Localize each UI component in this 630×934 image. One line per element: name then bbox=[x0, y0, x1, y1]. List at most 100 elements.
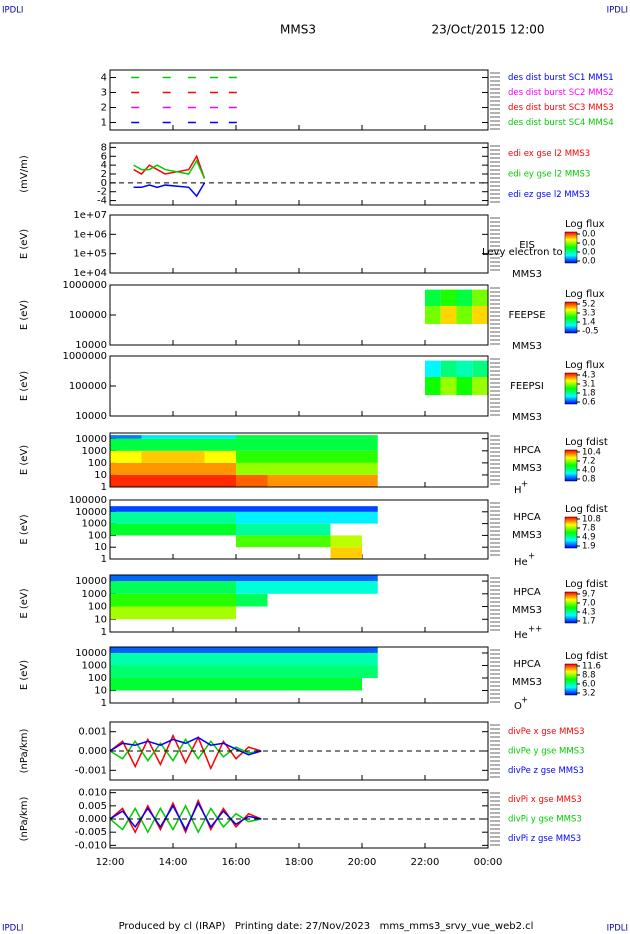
colorbar-title: Log flux bbox=[565, 289, 605, 300]
colorbar-title: Log fdist bbox=[565, 579, 608, 590]
data-line bbox=[133, 182, 206, 198]
data-line bbox=[110, 798, 262, 835]
plot-area bbox=[425, 289, 488, 325]
corner-label: IPDLI bbox=[2, 6, 23, 16]
panel-frame bbox=[109, 499, 489, 560]
plot-area bbox=[110, 506, 378, 559]
spacecraft-label: MMS3 bbox=[512, 530, 542, 541]
spectrogram-cell bbox=[141, 606, 173, 620]
spectrogram-cell bbox=[173, 647, 205, 653]
spectrogram-cell bbox=[330, 506, 362, 512]
colorbar bbox=[564, 516, 578, 549]
instrument-label: EIS bbox=[519, 240, 535, 251]
spacecraft-label: MMS3 bbox=[512, 605, 542, 616]
legend-entry: divPe z gse MMS3 bbox=[508, 766, 584, 776]
y-tick-label: -2 bbox=[97, 187, 107, 198]
y-axis-label: E (eV) bbox=[19, 660, 30, 690]
y-axis-label: (nPa/km) bbox=[19, 729, 30, 774]
burst-dash bbox=[162, 76, 171, 79]
spectrogram-cell bbox=[299, 506, 331, 512]
legend-entry: divPi z gse MMS3 bbox=[508, 834, 581, 844]
spectrogram-cell bbox=[141, 575, 173, 582]
colorbar-tick-label: 0.0 bbox=[582, 239, 596, 249]
colorbar-tick-label: 10.4 bbox=[582, 448, 601, 458]
spacecraft-label: MMS3 bbox=[512, 269, 542, 280]
spectrogram-cell bbox=[173, 665, 205, 678]
y-tick-label: 1000 bbox=[82, 446, 107, 457]
spectrogram-cell bbox=[362, 647, 378, 653]
y-tick-label: 10 bbox=[94, 614, 107, 625]
y-tick-label: 4 bbox=[101, 73, 107, 84]
burst-dash bbox=[228, 91, 237, 94]
y-tick-label: 100 bbox=[88, 458, 107, 469]
y-axis-label: (mV/m) bbox=[19, 155, 30, 193]
spectrogram-cell bbox=[330, 435, 362, 439]
footer: Produced by cl (IRAP) Printing date: 27/… bbox=[119, 921, 534, 932]
burst-dash bbox=[187, 91, 196, 94]
spectrogram-cell bbox=[236, 581, 268, 594]
spectrogram-cell bbox=[141, 593, 173, 607]
spectrogram-cell bbox=[330, 462, 362, 475]
burst-dash bbox=[162, 91, 171, 94]
species-sup: + bbox=[521, 480, 528, 490]
spectrogram-cell bbox=[110, 435, 142, 439]
y-axis-label: E (eV) bbox=[19, 300, 30, 330]
spectrogram-cell bbox=[425, 289, 441, 306]
colorbar bbox=[564, 591, 578, 624]
spectrogram-cell bbox=[362, 450, 378, 463]
colorbar-title: Log flux bbox=[565, 219, 605, 230]
spectrogram-cell bbox=[204, 665, 236, 678]
instrument-label: HPCA bbox=[513, 587, 541, 598]
spectrogram-cell bbox=[173, 575, 205, 582]
spectrogram-cell bbox=[362, 652, 378, 666]
spectrogram-cell bbox=[236, 677, 268, 691]
spectrogram-cell bbox=[236, 535, 268, 548]
spectrogram-cell bbox=[299, 665, 331, 678]
legend-entry: des dist burst SC4 MMS4 bbox=[508, 118, 614, 128]
colorbar-tick-label: 7.8 bbox=[582, 524, 596, 534]
y-tick-label: 1 bbox=[101, 554, 107, 565]
spectrogram-cell bbox=[110, 652, 142, 666]
spectrogram-cell bbox=[267, 462, 299, 475]
spectrogram-cell bbox=[472, 289, 488, 306]
spectrogram-cell bbox=[204, 523, 236, 536]
spectrogram-cell bbox=[110, 450, 142, 463]
panel-frame bbox=[109, 214, 489, 274]
spectrogram-cell bbox=[267, 523, 299, 536]
y-tick-label: 0.000 bbox=[78, 746, 107, 757]
y-tick-label: 1000 bbox=[82, 589, 107, 600]
colorbar-tick-label: 10.8 bbox=[582, 515, 601, 525]
y-tick-label: 1e+07 bbox=[73, 210, 107, 221]
x-tick-label: 14:00 bbox=[159, 857, 188, 868]
spectrogram-cell bbox=[204, 677, 236, 691]
spectrogram-cell bbox=[236, 575, 268, 582]
colorbar-tick-label: 3.2 bbox=[582, 689, 596, 699]
instrument-label: HPCA bbox=[513, 659, 541, 670]
spectrogram-cell bbox=[204, 511, 236, 524]
y-tick-label: 1000 bbox=[82, 660, 107, 671]
colorbar-tick-label: 7.2 bbox=[582, 457, 596, 467]
burst-dash bbox=[162, 121, 171, 124]
y-tick-label: 0.010 bbox=[78, 788, 107, 799]
species-sup: + bbox=[528, 552, 535, 562]
colorbar-tick-label: 0.0 bbox=[582, 230, 596, 240]
spectrogram-cell bbox=[110, 575, 142, 582]
spectrogram-cell bbox=[267, 652, 299, 666]
spectrogram-cell bbox=[204, 435, 236, 439]
spacecraft-label: MMS3 bbox=[512, 341, 542, 352]
spectrogram-cell bbox=[141, 435, 173, 439]
legend-entry: divPi x gse MMS3 bbox=[508, 795, 582, 805]
spectrogram-cell bbox=[173, 462, 205, 475]
y-tick-label: 1000 bbox=[82, 519, 107, 530]
spectrogram-cell bbox=[204, 652, 236, 666]
colorbar-tick-label: 4.9 bbox=[582, 533, 596, 543]
spectrogram-cell bbox=[173, 511, 205, 524]
y-tick-label: 0.005 bbox=[78, 801, 107, 812]
data-line bbox=[110, 737, 262, 763]
spectrogram-cell bbox=[440, 360, 457, 377]
spectrogram-cell bbox=[141, 450, 173, 463]
spectrogram-cell bbox=[267, 474, 299, 487]
y-axis-label: E (eV) bbox=[19, 588, 30, 618]
y-tick-label: 1000000 bbox=[62, 351, 107, 362]
